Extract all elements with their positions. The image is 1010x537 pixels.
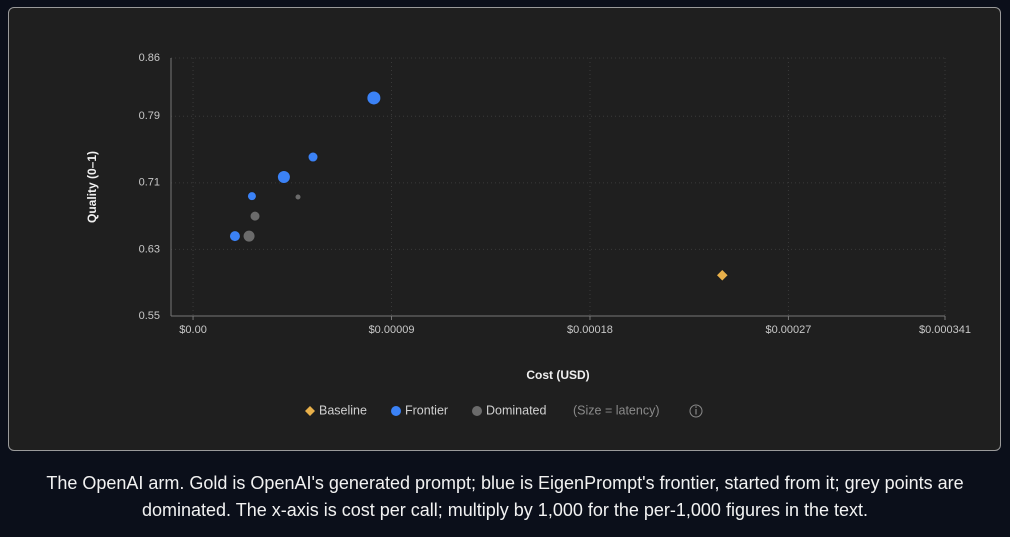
point	[246, 191, 257, 202]
chart-card	[8, 7, 1001, 451]
point	[715, 268, 729, 282]
point	[307, 151, 319, 163]
chart: Quality (0–1) Cost (USD) (Size = latency…	[85, 52, 971, 418]
x-tick-label: $0.00009	[369, 324, 415, 336]
y-axis-label: Quality (0–1)	[85, 151, 99, 223]
point	[276, 170, 291, 185]
x-tick-label: $0.00018	[567, 324, 613, 336]
point	[249, 210, 261, 222]
legend-label: Baseline	[319, 403, 367, 417]
x-tick-label: $0.00027	[765, 324, 811, 336]
point	[294, 193, 302, 201]
x-axis-label: Cost (USD)	[526, 368, 589, 382]
legend-marker	[391, 406, 401, 416]
legend-marker	[472, 406, 482, 416]
caption: The OpenAI arm. Gold is OpenAI's generat…	[46, 473, 964, 520]
y-tick-label: 0.86	[139, 52, 160, 64]
size-note: (Size = latency)	[573, 403, 660, 417]
point	[242, 229, 256, 243]
x-tick-label: $0.000341	[919, 324, 971, 336]
legend-label: Frontier	[405, 403, 448, 417]
y-tick-label: 0.63	[139, 243, 160, 255]
point	[366, 90, 382, 106]
y-tick-label: 0.79	[139, 110, 160, 122]
y-tick-label: 0.55	[139, 310, 160, 322]
legend-label: Dominated	[486, 403, 546, 417]
point	[228, 230, 241, 243]
info-icon[interactable]	[689, 404, 703, 418]
x-tick-label: $0.00	[179, 324, 207, 336]
legend-marker	[305, 406, 315, 416]
y-tick-label: 0.71	[139, 177, 160, 189]
